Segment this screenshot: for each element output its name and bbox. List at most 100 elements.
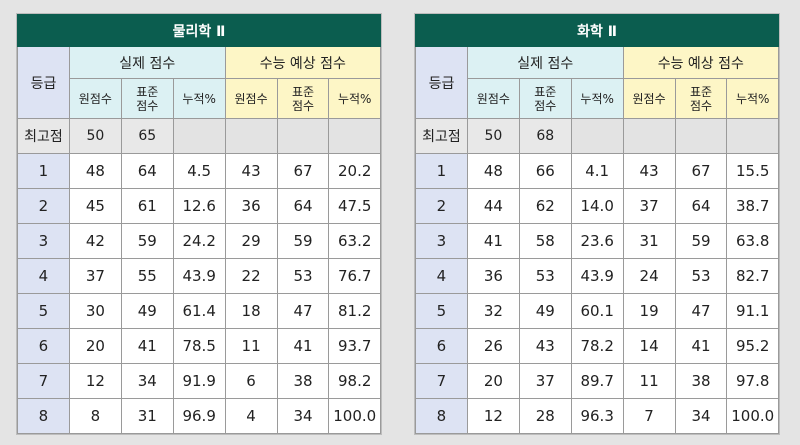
expected-std-cell: 67 xyxy=(674,153,728,189)
actual-raw-cell: 48 xyxy=(68,153,122,189)
grade-cut-table: 물리학 Ⅱ 등급 실제 점수 수능 예상 점수 원점수 표준 점수 누적% 원점수… xyxy=(17,14,382,434)
actual-std-cell: 58 xyxy=(518,223,572,259)
actual-std-header: 표준 점수 xyxy=(120,78,174,119)
expected-cum-cell: 81.2 xyxy=(328,293,381,329)
expected-raw-cell: 19 xyxy=(622,293,676,329)
max-score-label: 최고점 xyxy=(17,118,70,154)
grade-row: 4 37 55 43.9 22 53 76.7 xyxy=(17,258,381,294)
expected-std-cell: 64 xyxy=(674,188,728,224)
grade-row: 1 48 64 4.5 43 67 20.2 xyxy=(17,153,381,189)
actual-raw-cell: 44 xyxy=(466,188,520,224)
expected-cum-cell: 93.7 xyxy=(328,328,381,364)
actual-raw-cell: 20 xyxy=(68,328,122,364)
grade-cell: 5 xyxy=(17,293,70,329)
grade-row: 4 36 53 43.9 24 53 82.7 xyxy=(415,258,779,294)
actual-cum-cell: 89.7 xyxy=(570,363,624,399)
actual-std-header: 표준 점수 xyxy=(518,78,572,119)
grade-column-header: 등급 xyxy=(17,46,70,119)
grade-row: 1 48 66 4.1 43 67 15.5 xyxy=(415,153,779,189)
expected-std-cell: 59 xyxy=(276,223,330,259)
max-score-row: 최고점 50 68 xyxy=(415,118,779,154)
expected-raw-cell: 36 xyxy=(224,188,278,224)
table-body: 최고점 50 65 1 48 64 4.5 43 67 20.2 2 45 61… xyxy=(17,118,381,434)
max-std-score: 68 xyxy=(518,118,572,154)
grade-cell: 8 xyxy=(17,398,70,434)
expected-std-cell: 41 xyxy=(276,328,330,364)
expected-raw-cell: 43 xyxy=(622,153,676,189)
actual-cum-cell: 4.1 xyxy=(570,153,624,189)
expected-cum-cell: 97.8 xyxy=(726,363,779,399)
grade-row: 2 45 61 12.6 36 64 47.5 xyxy=(17,188,381,224)
actual-std-cell: 59 xyxy=(120,223,174,259)
actual-std-cell: 53 xyxy=(518,258,572,294)
grade-row: 2 44 62 14.0 37 64 38.7 xyxy=(415,188,779,224)
max-score-row: 최고점 50 65 xyxy=(17,118,381,154)
grade-cell: 6 xyxy=(415,328,468,364)
expected-cum-header: 누적% xyxy=(726,78,779,119)
grade-row: 7 20 37 89.7 11 38 97.8 xyxy=(415,363,779,399)
actual-raw-cell: 26 xyxy=(466,328,520,364)
actual-cum-cell: 78.5 xyxy=(172,328,226,364)
expected-raw-cell: 11 xyxy=(622,363,676,399)
expected-cum-cell: 100.0 xyxy=(726,398,779,434)
actual-std-cell: 34 xyxy=(120,363,174,399)
max-std-score: 65 xyxy=(120,118,174,154)
actual-cum-cell: 96.3 xyxy=(570,398,624,434)
grade-cell: 5 xyxy=(415,293,468,329)
empty-cell xyxy=(674,118,728,154)
actual-raw-cell: 48 xyxy=(466,153,520,189)
actual-cum-cell: 61.4 xyxy=(172,293,226,329)
actual-raw-cell: 45 xyxy=(68,188,122,224)
actual-std-cell: 49 xyxy=(120,293,174,329)
table-body: 최고점 50 68 1 48 66 4.1 43 67 15.5 2 44 62… xyxy=(415,118,779,434)
expected-std-cell: 34 xyxy=(276,398,330,434)
expected-raw-header: 원점수 xyxy=(224,78,278,119)
actual-std-cell: 64 xyxy=(120,153,174,189)
expected-score-group-header: 수능 예상 점수 xyxy=(622,46,780,79)
actual-raw-header: 원점수 xyxy=(466,78,520,119)
actual-raw-cell: 36 xyxy=(466,258,520,294)
grade-row: 8 8 31 96.9 4 34 100.0 xyxy=(17,398,381,434)
grade-row: 8 12 28 96.3 7 34 100.0 xyxy=(415,398,779,434)
grade-row: 7 12 34 91.9 6 38 98.2 xyxy=(17,363,381,399)
expected-std-cell: 34 xyxy=(674,398,728,434)
expected-cum-cell: 91.1 xyxy=(726,293,779,329)
actual-cum-cell: 60.1 xyxy=(570,293,624,329)
max-raw-score: 50 xyxy=(466,118,520,154)
grade-row: 3 42 59 24.2 29 59 63.2 xyxy=(17,223,381,259)
grade-row: 5 32 49 60.1 19 47 91.1 xyxy=(415,293,779,329)
actual-raw-cell: 8 xyxy=(68,398,122,434)
max-raw-score: 50 xyxy=(68,118,122,154)
expected-raw-cell: 14 xyxy=(622,328,676,364)
empty-cell xyxy=(172,118,226,154)
actual-raw-cell: 20 xyxy=(466,363,520,399)
empty-cell xyxy=(726,118,779,154)
expected-cum-header: 누적% xyxy=(328,78,381,119)
actual-cum-cell: 4.5 xyxy=(172,153,226,189)
expected-std-header: 표준 점수 xyxy=(276,78,330,119)
grade-cell: 1 xyxy=(415,153,468,189)
expected-raw-cell: 37 xyxy=(622,188,676,224)
grade-cell: 8 xyxy=(415,398,468,434)
grade-cell: 2 xyxy=(17,188,70,224)
actual-std-cell: 41 xyxy=(120,328,174,364)
actual-std-cell: 62 xyxy=(518,188,572,224)
grade-row: 6 26 43 78.2 14 41 95.2 xyxy=(415,328,779,364)
expected-cum-cell: 82.7 xyxy=(726,258,779,294)
expected-raw-header: 원점수 xyxy=(622,78,676,119)
grade-cut-table: 화학 Ⅱ 등급 실제 점수 수능 예상 점수 원점수 표준 점수 누적% 원점수 … xyxy=(415,14,780,434)
expected-std-cell: 64 xyxy=(276,188,330,224)
subject-title: 화학 Ⅱ xyxy=(415,14,779,47)
actual-cum-cell: 23.6 xyxy=(570,223,624,259)
actual-cum-cell: 43.9 xyxy=(570,258,624,294)
expected-raw-cell: 29 xyxy=(224,223,278,259)
actual-raw-cell: 41 xyxy=(466,223,520,259)
expected-std-header: 표준 점수 xyxy=(674,78,728,119)
grade-cell: 3 xyxy=(17,223,70,259)
actual-raw-header: 원점수 xyxy=(68,78,122,119)
grade-cell: 4 xyxy=(415,258,468,294)
expected-cum-cell: 63.2 xyxy=(328,223,381,259)
expected-cum-cell: 95.2 xyxy=(726,328,779,364)
actual-cum-header: 누적% xyxy=(570,78,624,119)
expected-score-group-header: 수능 예상 점수 xyxy=(224,46,382,79)
